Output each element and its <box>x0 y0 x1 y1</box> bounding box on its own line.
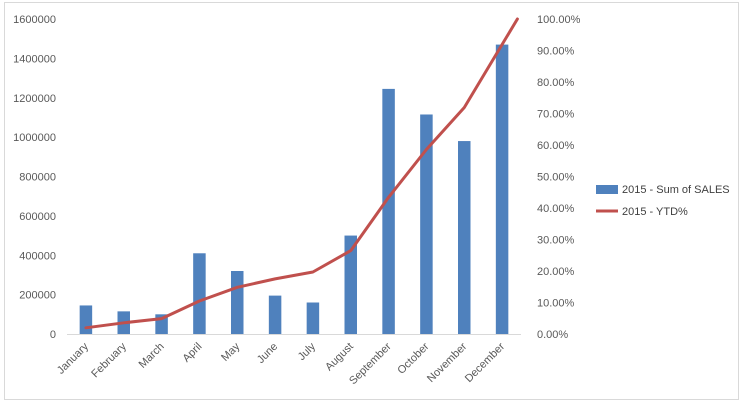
left-tick-label: 1600000 <box>13 14 56 26</box>
legend-bar-swatch <box>596 185 618 194</box>
right-tick-label: 100.00% <box>537 14 581 26</box>
bar <box>268 295 282 334</box>
left-tick-label: 0 <box>50 329 56 341</box>
x-tick-label: February <box>89 340 129 380</box>
x-tick-label: September <box>347 340 394 387</box>
right-tick-label: 20.00% <box>537 266 575 278</box>
left-axis: 0 200000 400000 600000 800000 1000000 1200000 1… <box>13 14 56 341</box>
left-tick-label: 600000 <box>19 211 56 223</box>
x-tick-label: December <box>463 340 508 385</box>
right-tick-label: 30.00% <box>537 235 575 247</box>
left-tick-label: 1200000 <box>13 93 56 105</box>
left-tick-label: 1000000 <box>13 132 56 144</box>
right-tick-label: 0.00% <box>537 329 568 341</box>
bar <box>193 253 206 334</box>
legend-bar-label: 2015 - Sum of SALES <box>622 184 730 196</box>
x-tick-label: March <box>137 341 167 371</box>
x-tick-label: June <box>255 341 280 366</box>
right-tick-label: 40.00% <box>537 203 575 215</box>
bar <box>458 141 471 334</box>
legend-line-label: 2015 - YTD% <box>622 206 688 218</box>
legend: 2015 - Sum of SALES 2015 - YTD% <box>596 184 730 218</box>
x-tick-label: May <box>219 340 243 364</box>
x-tick-label: January <box>55 340 92 377</box>
left-tick-label: 1400000 <box>13 53 56 65</box>
x-tick-label: November <box>425 340 470 385</box>
x-tick-label: July <box>296 340 319 363</box>
bar <box>382 88 395 334</box>
left-tick-label: 200000 <box>19 290 56 302</box>
right-tick-label: 80.00% <box>537 77 575 89</box>
right-tick-label: 10.00% <box>537 298 575 310</box>
bar <box>79 305 93 334</box>
ytd-line <box>84 17 519 330</box>
bar <box>495 44 509 334</box>
left-tick-label: 800000 <box>19 172 56 184</box>
bar <box>231 271 244 334</box>
x-tick-label: April <box>180 341 204 365</box>
right-tick-label: 90.00% <box>537 46 575 58</box>
right-tick-label: 70.00% <box>537 109 575 121</box>
right-axis: 0.00% 10.00% 20.00% 30.00% 40.00% 50.00% 60.00… <box>537 14 581 341</box>
x-tick-label: October <box>395 340 431 376</box>
right-tick-label: 50.00% <box>537 172 575 184</box>
bar <box>306 302 320 334</box>
right-tick-label: 60.00% <box>537 140 575 152</box>
bar-series <box>79 44 509 334</box>
left-tick-label: 400000 <box>19 250 56 262</box>
bar <box>344 235 357 334</box>
bar <box>420 114 433 334</box>
x-tick-label: August <box>323 341 356 374</box>
